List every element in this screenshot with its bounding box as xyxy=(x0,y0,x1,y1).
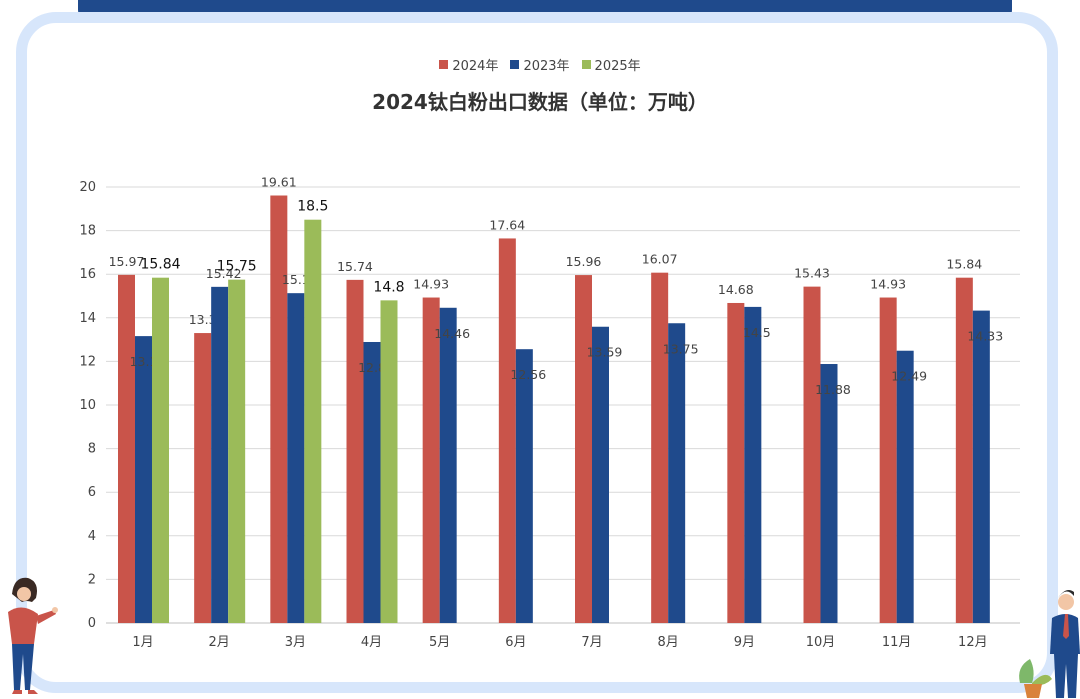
y-tick-label: 4 xyxy=(88,529,96,544)
x-tick-label: 3月 xyxy=(285,635,306,650)
bar-2024年-1月 xyxy=(118,274,135,623)
data-label: 14.93 xyxy=(413,277,449,292)
data-label: 14.5 xyxy=(743,325,771,340)
bar-2023年-5月 xyxy=(439,307,457,623)
bar-2024年-5月 xyxy=(422,297,440,623)
bar-2023年-1月 xyxy=(135,336,152,623)
bar-2023年-11月 xyxy=(896,350,914,623)
bar-2023年-4月 xyxy=(363,341,381,623)
y-tick-label: 14 xyxy=(79,311,96,326)
bar-2023年-3月 xyxy=(287,293,305,623)
bar-2023年-10月 xyxy=(820,364,838,623)
data-label: 16.07 xyxy=(642,252,678,267)
legend-item-2023: 2023年 xyxy=(510,55,570,74)
data-label: 14.68 xyxy=(718,282,754,297)
x-tick-label: 8月 xyxy=(658,635,679,650)
data-label: 19.61 xyxy=(261,175,297,190)
bar-2024年-8月 xyxy=(651,272,669,623)
legend-label-2023: 2023年 xyxy=(523,59,570,74)
data-label: 14.93 xyxy=(870,277,906,292)
legend-swatch-2025 xyxy=(581,60,591,69)
data-label: 15.43 xyxy=(794,266,830,281)
legend-item-2024: 2024年 xyxy=(439,55,498,74)
data-label: 14.8 xyxy=(373,279,404,295)
bar-2024年-11月 xyxy=(879,297,897,623)
y-tick-label: 0 xyxy=(88,616,96,631)
data-label: 15.97 xyxy=(109,254,145,269)
legend-label-2024: 2024年 xyxy=(452,59,499,74)
data-label: 15.74 xyxy=(337,259,373,274)
bar-2025年-3月 xyxy=(304,219,322,623)
y-tick-label: 16 xyxy=(79,267,96,282)
bar-2024年-9月 xyxy=(727,302,745,623)
x-tick-label: 10月 xyxy=(806,635,836,650)
data-label: 17.64 xyxy=(489,217,525,232)
y-tick-label: 2 xyxy=(88,572,96,587)
y-tick-label: 18 xyxy=(79,224,96,239)
data-label: 15.96 xyxy=(566,254,602,269)
bar-2023年-7月 xyxy=(592,326,609,623)
data-label: 11.88 xyxy=(815,382,851,397)
y-tick-label: 8 xyxy=(88,442,96,457)
bar-2024年-3月 xyxy=(270,195,288,623)
x-tick-label: 2月 xyxy=(209,635,230,650)
presenter-woman-illustration xyxy=(8,577,58,694)
data-label: 13.3 xyxy=(189,312,217,327)
data-label: 15.75 xyxy=(217,259,257,275)
bar-2023年-6月 xyxy=(515,349,533,623)
y-tick-label: 12 xyxy=(79,354,96,369)
chart-title: 2024钛白粉出口数据（单位：万吨） xyxy=(372,90,708,114)
y-tick-label: 20 xyxy=(79,180,96,195)
data-label: 12.49 xyxy=(891,369,927,384)
legend-label-2025: 2025年 xyxy=(594,59,641,74)
bar-2024年-7月 xyxy=(575,275,592,623)
chart-legend: 2024年 2023年 2025年 xyxy=(0,55,1080,74)
bar-2025年-2月 xyxy=(228,279,246,623)
legend-swatch-2023 xyxy=(510,60,520,69)
bar-2023年-12月 xyxy=(972,310,990,623)
x-tick-label: 11月 xyxy=(882,635,912,650)
legend-item-2025: 2025年 xyxy=(581,55,641,74)
data-label: 13.75 xyxy=(663,341,699,356)
bar-2023年-2月 xyxy=(211,286,229,623)
x-tick-label: 9月 xyxy=(734,635,755,650)
bar-2024年-4月 xyxy=(346,279,364,623)
bar-2024年-6月 xyxy=(498,238,516,623)
data-label: 12.56 xyxy=(510,367,546,382)
data-label: 18.5 xyxy=(297,199,328,215)
x-tick-label: 1月 xyxy=(132,635,153,650)
bar-2025年-1月 xyxy=(152,277,169,623)
legend-swatch-2024 xyxy=(439,60,449,69)
bar-2024年-10月 xyxy=(803,286,821,623)
x-tick-label: 6月 xyxy=(505,635,526,650)
businessman-illustration xyxy=(1019,590,1080,698)
x-tick-label: 7月 xyxy=(581,635,602,650)
data-label: 15.84 xyxy=(946,257,982,272)
bar-2023年-9月 xyxy=(744,306,762,623)
bar-2023年-8月 xyxy=(668,323,686,623)
x-tick-label: 4月 xyxy=(361,635,382,650)
data-label: 14.46 xyxy=(434,326,470,341)
x-tick-label: 5月 xyxy=(429,635,450,650)
bar-2025年-4月 xyxy=(380,300,398,623)
data-label: 15.84 xyxy=(140,257,180,273)
bar-2024年-2月 xyxy=(194,333,212,623)
data-label: 15.42 xyxy=(206,266,242,281)
x-tick-label: 12月 xyxy=(958,635,988,650)
y-tick-label: 10 xyxy=(79,398,96,413)
data-label: 14.33 xyxy=(967,329,1003,344)
data-label: 13.59 xyxy=(587,345,623,360)
y-tick-label: 6 xyxy=(88,485,96,500)
bar-2024年-12月 xyxy=(955,277,973,623)
